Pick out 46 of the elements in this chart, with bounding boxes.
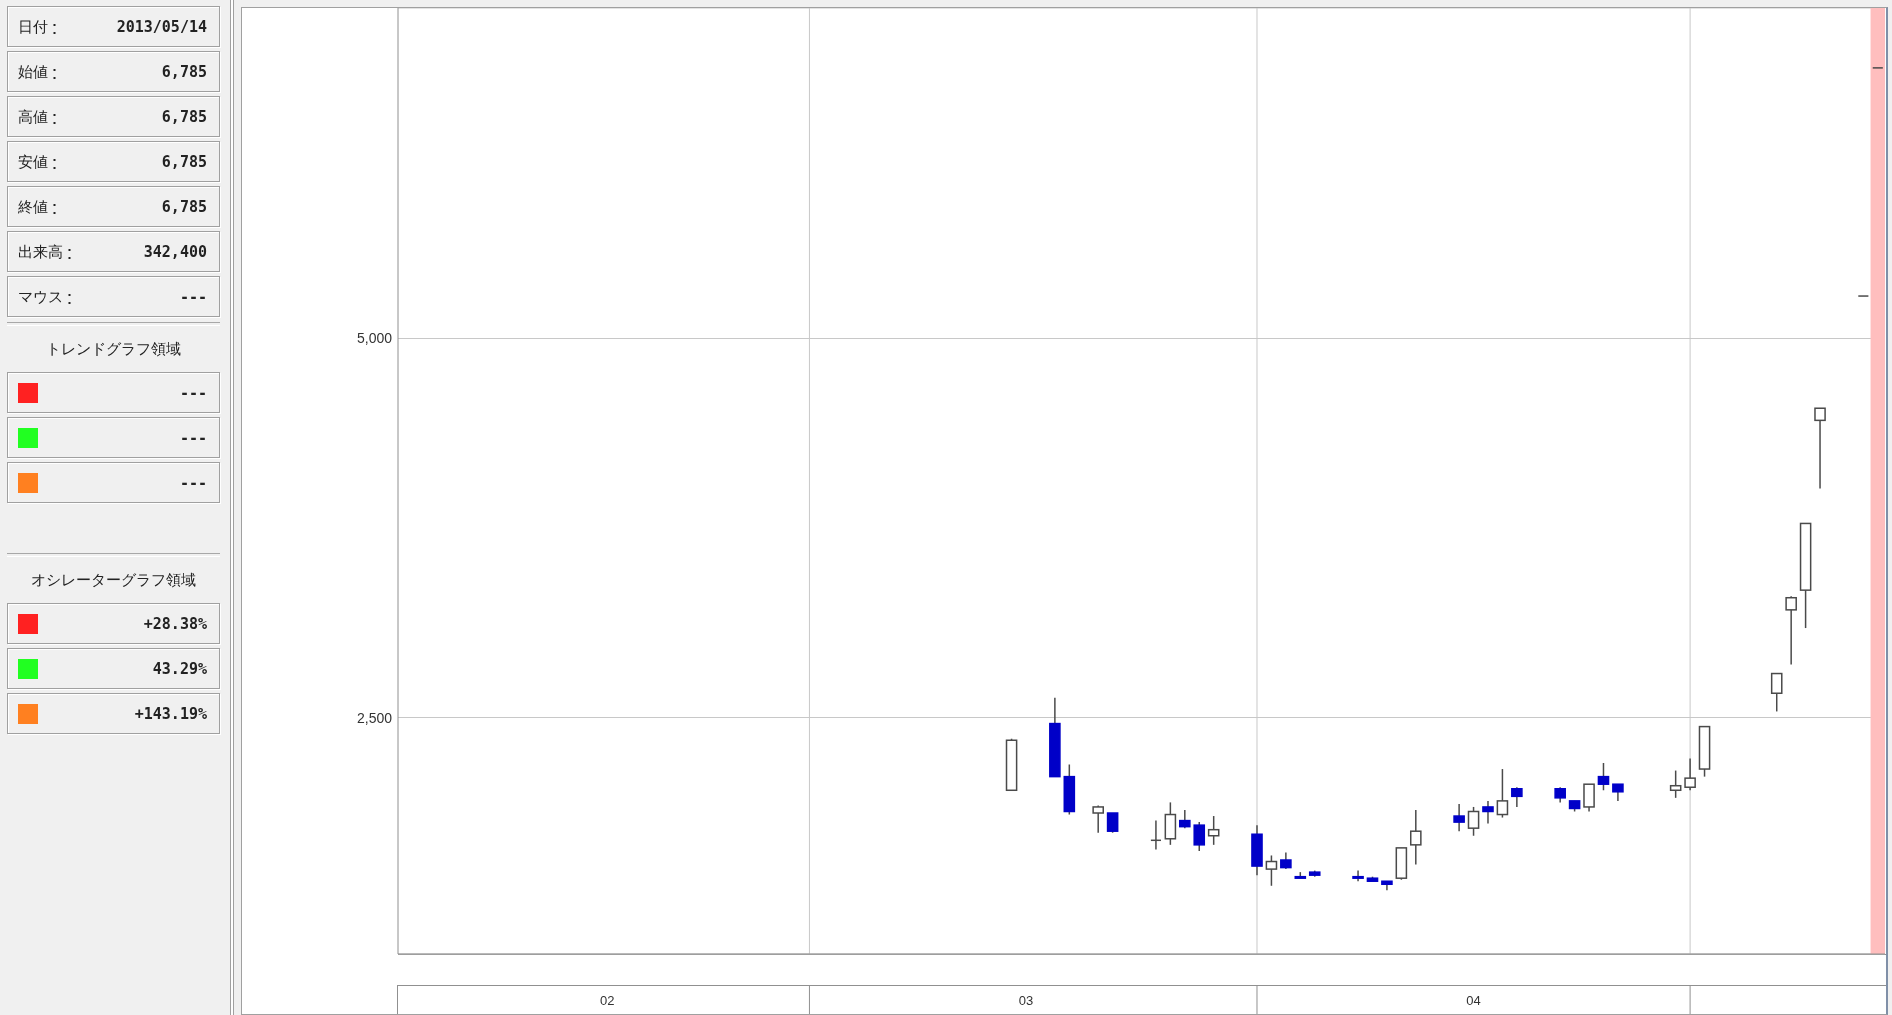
x-tick-label: 04 — [1466, 992, 1481, 1007]
candlestick — [1814, 407, 1826, 490]
text: 6,785 — [161, 198, 207, 216]
category-label: 高値 — [18, 107, 48, 127]
text: トレンドグラフ領域 — [45, 339, 182, 359]
text: --- — [179, 384, 207, 402]
y-tick-label: 2,500 — [356, 709, 393, 726]
candlestick — [1410, 809, 1422, 866]
text: --- — [179, 429, 207, 447]
candlestick — [1467, 806, 1480, 837]
candlestick — [1770, 672, 1783, 713]
text: 342,400 — [143, 243, 207, 261]
category-label: 終値 — [18, 197, 48, 217]
category-label: 始値 — [18, 62, 48, 82]
category-label: マウス — [18, 287, 63, 307]
candlestick — [1511, 786, 1523, 808]
candlestick — [1179, 809, 1191, 829]
text: 6,785 — [161, 63, 207, 81]
candlestick — [1496, 768, 1509, 819]
text: 2013/05/14 — [116, 18, 207, 36]
candlestick — [1482, 800, 1494, 825]
text: オシレーターグラフ領域 — [30, 570, 197, 590]
candlestick — [1684, 757, 1696, 792]
candlestick — [1265, 854, 1278, 887]
text: 6,785 — [161, 153, 207, 171]
x-tick-label: 03 — [1018, 992, 1034, 1007]
candlestick — [1785, 595, 1797, 666]
y-tick-label: 5,000 — [356, 330, 393, 347]
candlestick — [1106, 812, 1119, 834]
category-label: 安値 — [18, 152, 48, 172]
text: 43.29% — [152, 660, 207, 678]
candlestick — [1193, 821, 1206, 852]
text: --- — [179, 288, 207, 306]
category-label: 日付 — [18, 17, 48, 37]
text: +143.19% — [134, 705, 207, 723]
text: +28.38% — [143, 615, 207, 633]
x-tick-label: 02 — [600, 992, 615, 1007]
candlestick — [1597, 762, 1610, 792]
candlestick — [1453, 803, 1465, 832]
candlestick — [1583, 783, 1595, 813]
text: --- — [179, 474, 207, 492]
category-label: 出来高 — [18, 242, 63, 262]
text: 6,785 — [161, 108, 207, 126]
candlestick — [1669, 769, 1682, 799]
candlestick — [1207, 815, 1220, 846]
candlestick — [1092, 804, 1104, 834]
